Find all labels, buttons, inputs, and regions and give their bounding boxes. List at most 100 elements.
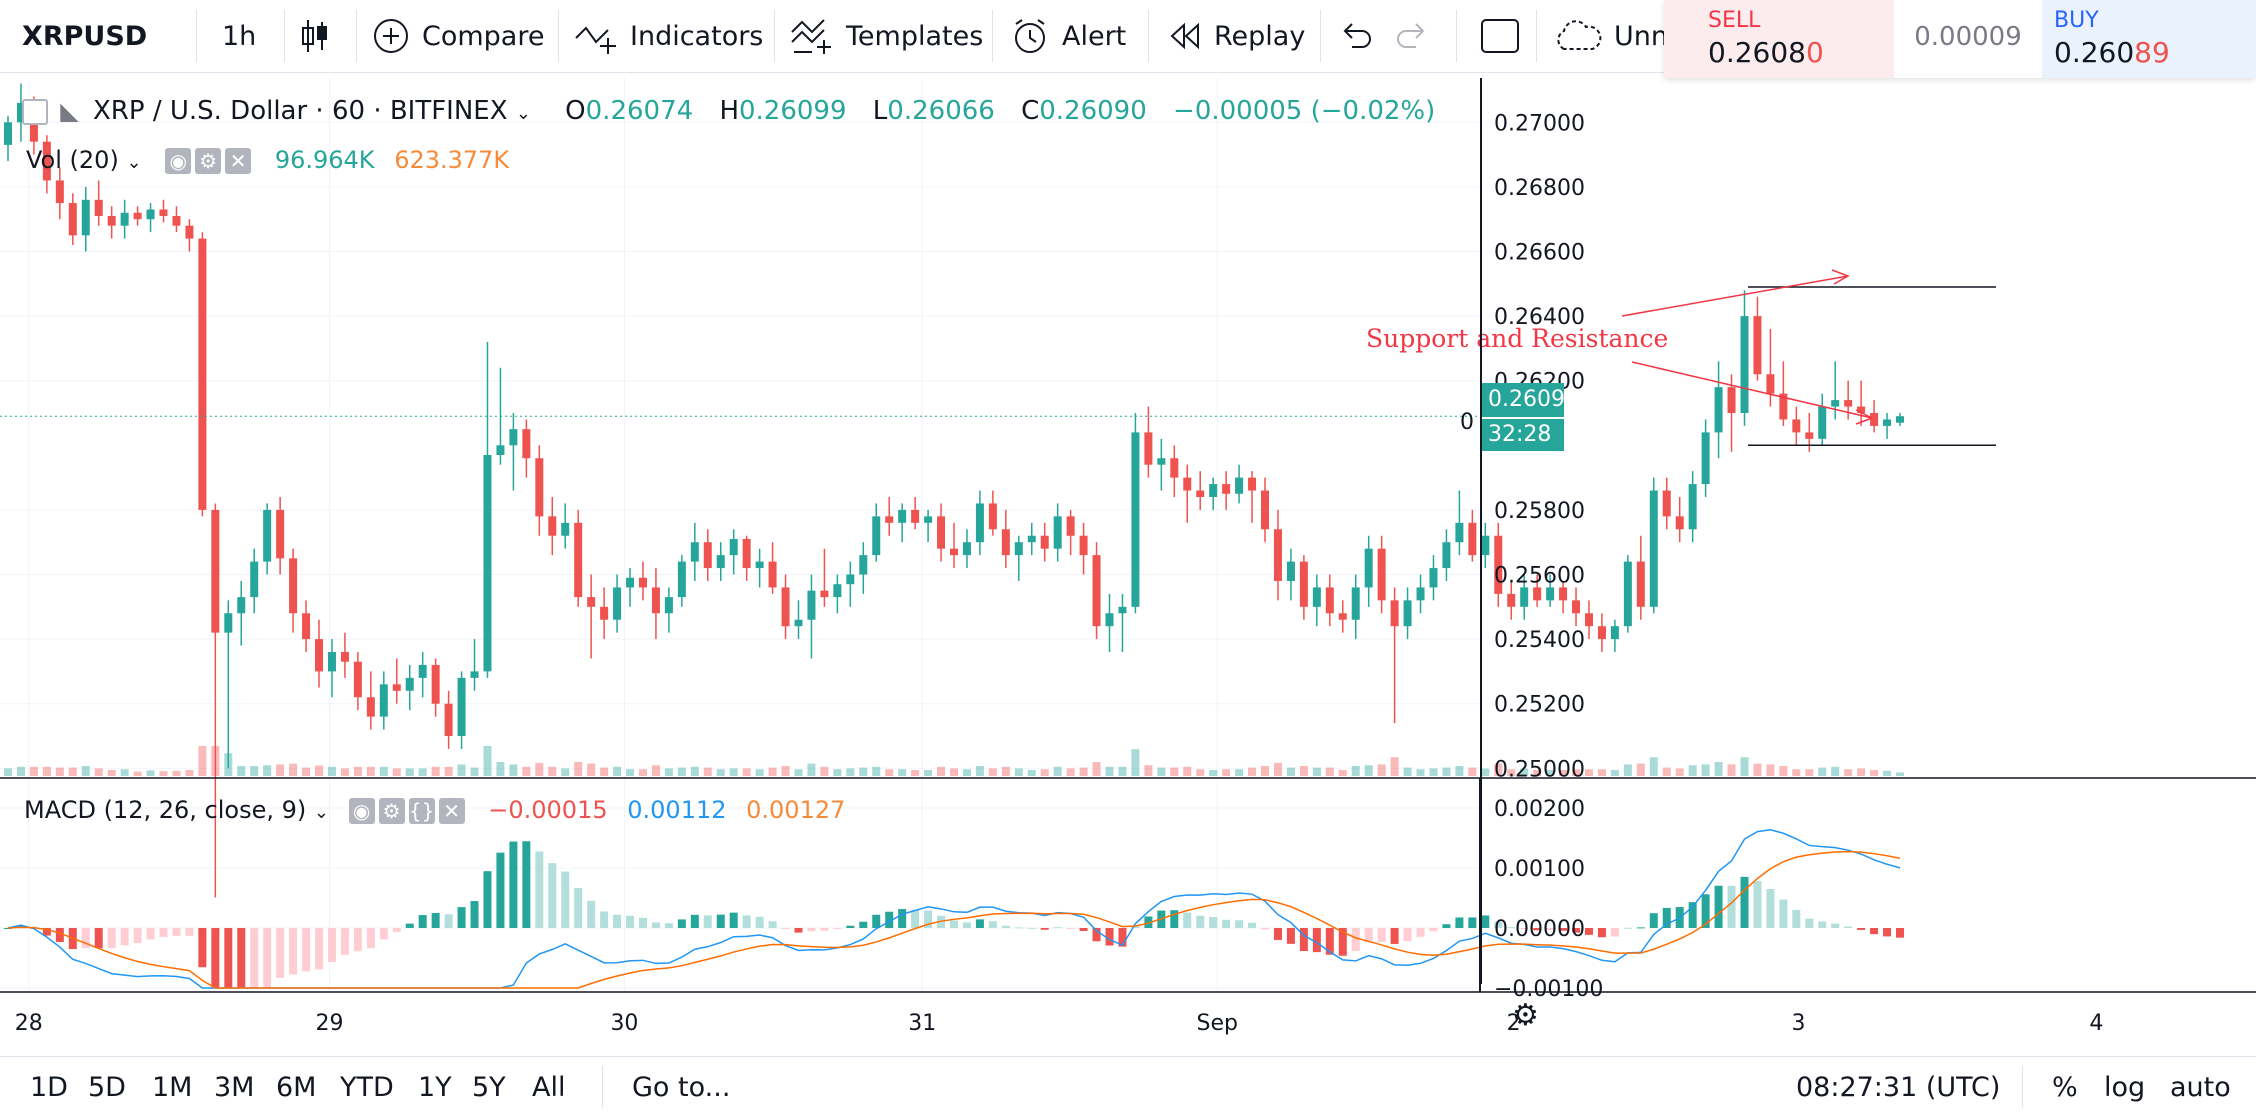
chart-type-button[interactable]: [298, 0, 332, 72]
candle-body: [703, 542, 712, 569]
volume-bar: [638, 769, 647, 776]
macd-histogram-bar: [1481, 915, 1490, 928]
volume-bar: [1079, 767, 1088, 776]
macd-tick-label: −0.00100: [1494, 977, 1603, 1002]
candle-body: [833, 584, 842, 598]
candle-body: [962, 542, 971, 556]
redo-button[interactable]: [1394, 0, 1430, 72]
candle-body: [470, 671, 479, 678]
macd-histogram-bar: [1572, 928, 1581, 933]
percent-toggle[interactable]: %: [2052, 1056, 2078, 1118]
volume-bar: [198, 746, 207, 776]
divider: [992, 10, 993, 62]
volume-bar: [1740, 757, 1749, 776]
auto-toggle[interactable]: auto: [2170, 1056, 2231, 1118]
fullscreen-button[interactable]: [1480, 0, 1520, 72]
interval-label: 1h: [222, 20, 257, 52]
candle-body: [1144, 432, 1153, 465]
candle-body: [1261, 490, 1270, 530]
clock-display[interactable]: 08:27:31 (UTC): [1796, 1056, 2000, 1118]
divider: [356, 10, 357, 62]
candle-body: [146, 209, 155, 220]
volume-bar: [1494, 763, 1503, 776]
cloud-icon: [1557, 20, 1602, 50]
volume-bar: [1597, 769, 1606, 776]
close-icon[interactable]: ✕: [225, 148, 252, 174]
macd-histogram-bar: [1494, 921, 1503, 928]
collapse-icon[interactable]: [22, 98, 48, 125]
settings-icon[interactable]: ⚙: [195, 148, 222, 174]
chart-canvas[interactable]: 0.250000.252000.254000.256000.258000.262…: [0, 74, 2256, 1056]
candle-body: [1520, 587, 1529, 607]
candle-body: [159, 209, 168, 216]
candle-body: [1494, 535, 1503, 594]
volume-bar: [263, 765, 272, 776]
sell-button[interactable]: SELL 0.26080: [1664, 0, 1894, 78]
sell-label: SELL: [1708, 8, 1761, 33]
macd-histogram-bar: [1377, 928, 1386, 942]
volume-bar: [561, 768, 570, 776]
volume-bar: [289, 763, 298, 776]
macd-histogram-bar: [1468, 917, 1477, 928]
macd-histogram-bar: [198, 928, 207, 968]
macd-histogram-bar: [859, 921, 868, 928]
volume-bar: [1209, 770, 1218, 776]
range-3m[interactable]: 3M: [214, 1071, 255, 1103]
candle-body: [1377, 548, 1386, 601]
candle-body: [1857, 406, 1866, 414]
candle-body: [1222, 484, 1231, 494]
symbol-search[interactable]: XRPUSD: [22, 0, 147, 72]
range-1m[interactable]: 1M: [152, 1071, 193, 1103]
undo-button[interactable]: [1338, 0, 1374, 72]
eye-icon[interactable]: ◉: [348, 798, 375, 824]
templates-button[interactable]: Templates: [790, 0, 983, 72]
candle-body: [224, 613, 233, 633]
macd-chevron-icon[interactable]: ⌄: [313, 802, 329, 823]
range-5y[interactable]: 5Y: [472, 1071, 506, 1103]
indicators-button[interactable]: Indicators: [574, 0, 763, 72]
range-1y[interactable]: 1Y: [418, 1071, 452, 1103]
volume-bar: [327, 766, 336, 776]
drawings: [1621, 269, 1996, 447]
volume-bar: [392, 768, 401, 776]
volume-chevron-icon[interactable]: ⌄: [126, 152, 142, 173]
legend-chevron-icon[interactable]: ⌄: [515, 103, 531, 124]
settings-gear-icon[interactable]: ⚙: [1512, 998, 1539, 1033]
candle-body: [1572, 600, 1581, 614]
volume-bar: [548, 766, 557, 776]
volume-bar: [1377, 764, 1386, 776]
range-6m[interactable]: 6M: [276, 1071, 317, 1103]
range-1d[interactable]: 1D: [30, 1071, 68, 1103]
candle-body: [885, 516, 894, 523]
candle-body: [107, 215, 116, 226]
volume-bar: [1662, 767, 1671, 776]
candle-body: [651, 587, 660, 614]
volume-bar: [755, 769, 764, 776]
close-icon[interactable]: ✕: [438, 798, 465, 824]
price-tick-label: 0.26800: [1494, 176, 1585, 201]
alert-button[interactable]: Alert: [1010, 0, 1126, 72]
volume-bar: [42, 766, 51, 776]
range-all[interactable]: All: [532, 1071, 566, 1103]
volume-bar: [1273, 762, 1282, 776]
macd-histogram-bar: [664, 923, 673, 928]
eye-off-icon[interactable]: ◣: [60, 97, 79, 125]
trade-panel: ⋮⋮ SELL 0.26080 0.00009 BUY 0.26089: [1664, 0, 2256, 78]
compare-button[interactable]: Compare: [372, 0, 544, 72]
candle-body: [755, 561, 764, 569]
goto-button[interactable]: Go to...: [632, 1056, 730, 1118]
range-5d[interactable]: 5D: [88, 1071, 126, 1103]
eye-icon[interactable]: ◉: [165, 148, 192, 174]
volume-bar: [1675, 768, 1684, 776]
interval-button[interactable]: 1h: [222, 0, 256, 72]
buy-button[interactable]: BUY 0.26089: [2042, 0, 2256, 78]
replay-button[interactable]: Replay: [1168, 0, 1305, 72]
source-code-icon[interactable]: {}: [408, 798, 435, 824]
volume-bar: [1896, 772, 1904, 776]
candle-body: [1831, 400, 1840, 407]
log-toggle[interactable]: log: [2104, 1056, 2145, 1118]
settings-icon[interactable]: ⚙: [378, 798, 405, 824]
range-ytd[interactable]: YTD: [340, 1071, 394, 1103]
candle-body: [1662, 490, 1671, 517]
arrow-up-head: [1831, 269, 1850, 285]
